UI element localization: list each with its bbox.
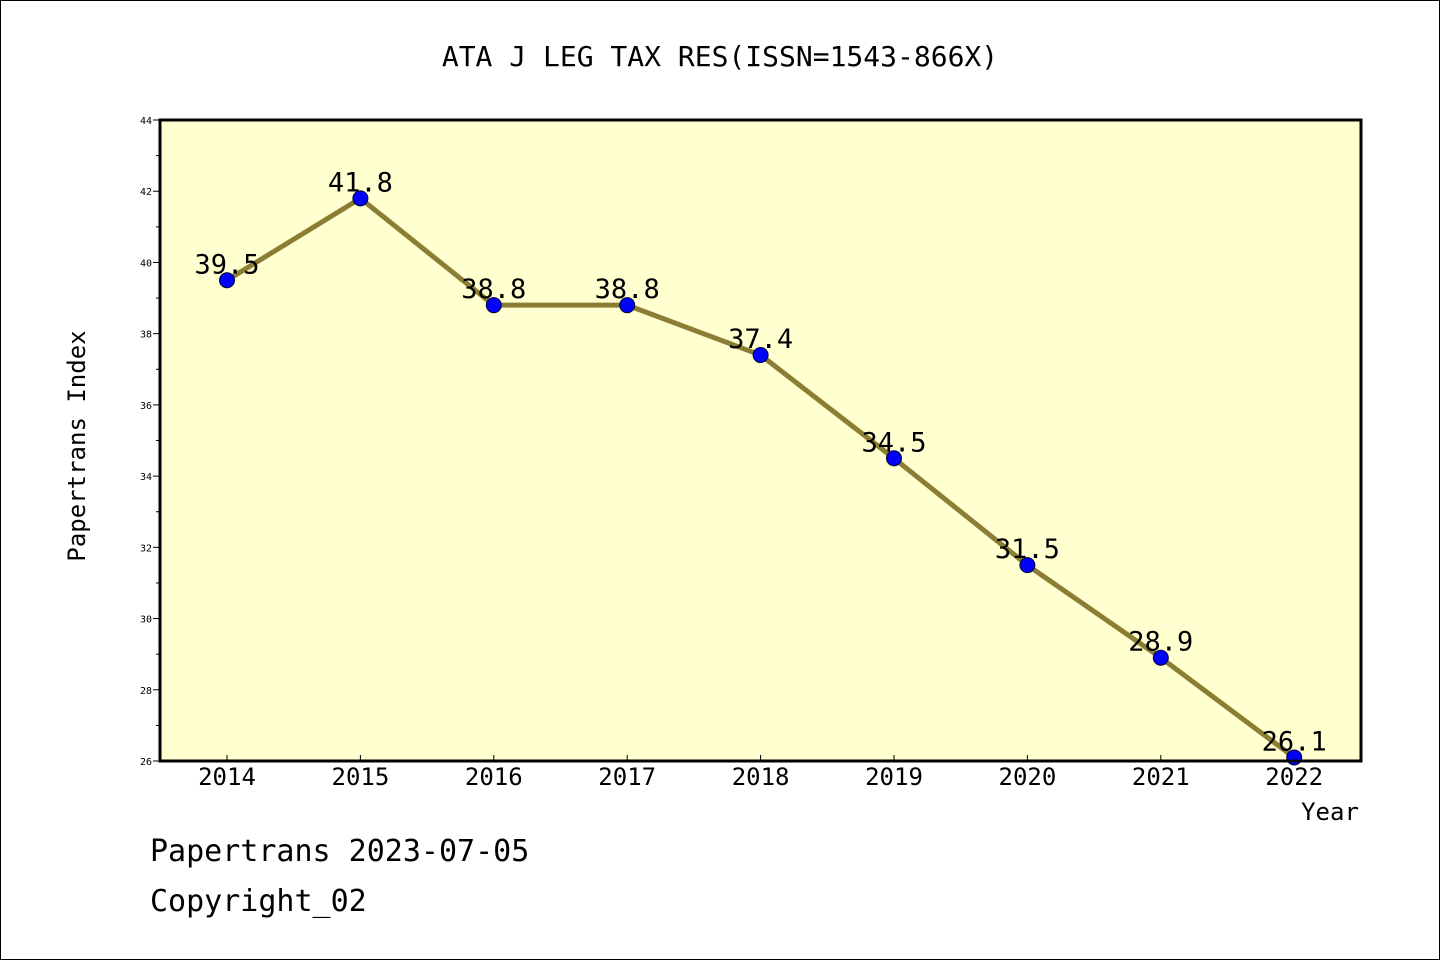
data-label: 39.5 xyxy=(194,249,259,280)
x-tick-label: 2016 xyxy=(465,763,523,791)
y-tick-label: 34 xyxy=(140,472,152,483)
y-tick-label: 38 xyxy=(140,330,152,341)
data-label: 38.8 xyxy=(461,274,526,305)
y-tick-label: 40 xyxy=(140,258,152,269)
data-label: 41.8 xyxy=(328,167,393,198)
data-point xyxy=(1152,649,1169,666)
data-label: 28.9 xyxy=(1128,627,1193,658)
x-tick-label: 2021 xyxy=(1132,763,1190,791)
data-point xyxy=(886,450,902,467)
data-label: 34.5 xyxy=(861,427,926,458)
chart-title: ATA J LEG TAX RES(ISSN=1543-866X) xyxy=(442,40,998,73)
y-axis-label: Papertrans Index xyxy=(63,330,91,561)
x-tick-label: 2015 xyxy=(332,763,390,791)
y-tick-label: 28 xyxy=(140,686,152,697)
y-tick-label: 32 xyxy=(140,543,152,554)
data-point xyxy=(1019,557,1036,574)
plot-border xyxy=(158,118,1363,763)
x-tick-label: 2019 xyxy=(865,763,923,791)
data-label: 37.4 xyxy=(728,324,793,355)
data-label: 31.5 xyxy=(995,534,1060,565)
data-point xyxy=(219,272,235,289)
data-point xyxy=(752,347,769,364)
x-tick-label: 2014 xyxy=(198,763,256,791)
data-point xyxy=(619,297,636,314)
y-tick-label: 30 xyxy=(140,615,152,626)
data-label: 38.8 xyxy=(595,274,660,305)
x-tick-label: 2018 xyxy=(732,763,790,791)
data-point xyxy=(485,297,502,314)
data-point xyxy=(352,190,369,207)
data-label: 26.1 xyxy=(1262,726,1327,757)
x-tick-label: 2022 xyxy=(1265,763,1323,791)
y-tick-label: 36 xyxy=(140,401,152,412)
plot-area xyxy=(160,120,1361,761)
x-tick-label: 2020 xyxy=(999,763,1057,791)
footer-credit: Papertrans 2023-07-05 xyxy=(150,834,530,869)
footer-copyright: Copyright_02 xyxy=(150,884,367,919)
y-tick-label: 44 xyxy=(140,116,152,127)
x-tick-label: 2017 xyxy=(598,763,656,791)
x-axis-label: Year xyxy=(1301,798,1359,826)
y-tick-label: 26 xyxy=(140,757,152,768)
y-tick-label: 42 xyxy=(140,187,152,198)
